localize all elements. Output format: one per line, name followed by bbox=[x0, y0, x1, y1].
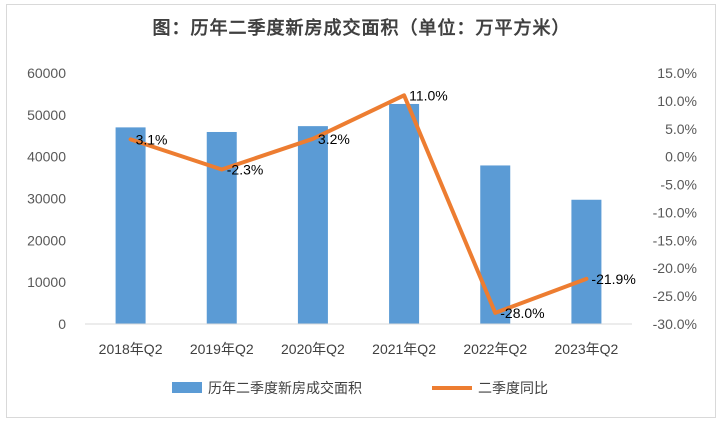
line-point bbox=[311, 137, 315, 141]
category-label: 2018年Q2 bbox=[99, 341, 163, 357]
bar bbox=[297, 126, 328, 325]
line-data-label: 11.0% bbox=[409, 87, 448, 103]
left-axis-tick-label: 60000 bbox=[27, 65, 66, 81]
right-axis-tick-label: -20.0% bbox=[653, 260, 697, 276]
legend-label-line: 二季度同比 bbox=[478, 380, 548, 396]
bar bbox=[115, 127, 146, 324]
right-axis-tick-label: -30.0% bbox=[653, 316, 697, 332]
right-axis-tick-label: -15.0% bbox=[653, 232, 697, 248]
right-axis-tick-label: 0.0% bbox=[665, 149, 697, 165]
yoy-line bbox=[128, 93, 589, 315]
line-point bbox=[493, 311, 497, 315]
category-label: 2020年Q2 bbox=[281, 341, 345, 357]
category-label: 2022年Q2 bbox=[463, 341, 527, 357]
category-label: 2023年Q2 bbox=[555, 341, 619, 357]
line-point bbox=[129, 137, 133, 141]
left-axis-tick-label: 50000 bbox=[27, 107, 66, 123]
chart-title: 图：历年二季度新房成交面积（单位：万平方米） bbox=[152, 18, 571, 39]
legend-label-bar: 历年二季度新房成交面积 bbox=[208, 380, 362, 396]
left-axis-tick-label: 0 bbox=[58, 316, 66, 332]
right-axis-tick-label: 10.0% bbox=[657, 93, 697, 109]
right-axis-tick-label: 5.0% bbox=[665, 121, 697, 137]
right-axis-tick-label: -25.0% bbox=[653, 288, 697, 304]
bar bbox=[389, 103, 420, 324]
line-point bbox=[584, 277, 588, 281]
line-point bbox=[402, 93, 406, 97]
bar bbox=[480, 165, 511, 324]
legend-swatch-bar bbox=[172, 382, 202, 393]
left-axis-tick-label: 40000 bbox=[27, 149, 66, 165]
bar bbox=[206, 131, 237, 324]
line-data-label: 3.2% bbox=[318, 131, 350, 147]
left-axis-tick-label: 10000 bbox=[27, 274, 66, 290]
bar bbox=[571, 199, 602, 324]
left-axis-tick-label: 20000 bbox=[27, 232, 66, 248]
right-axis-tick-label: 15.0% bbox=[657, 65, 697, 81]
right-axis-tick-label: -10.0% bbox=[653, 204, 697, 220]
right-axis-tick-label: -5.0% bbox=[660, 177, 697, 193]
line-point bbox=[220, 167, 224, 171]
category-label: 2019年Q2 bbox=[190, 341, 254, 357]
line-data-label: -2.3% bbox=[227, 161, 264, 177]
category-label: 2021年Q2 bbox=[372, 341, 436, 357]
line-data-label: 3.1% bbox=[136, 131, 168, 147]
left-axis-tick-label: 30000 bbox=[27, 191, 66, 207]
line-data-label: -28.0% bbox=[500, 305, 544, 321]
line-data-label: -21.9% bbox=[591, 271, 635, 287]
